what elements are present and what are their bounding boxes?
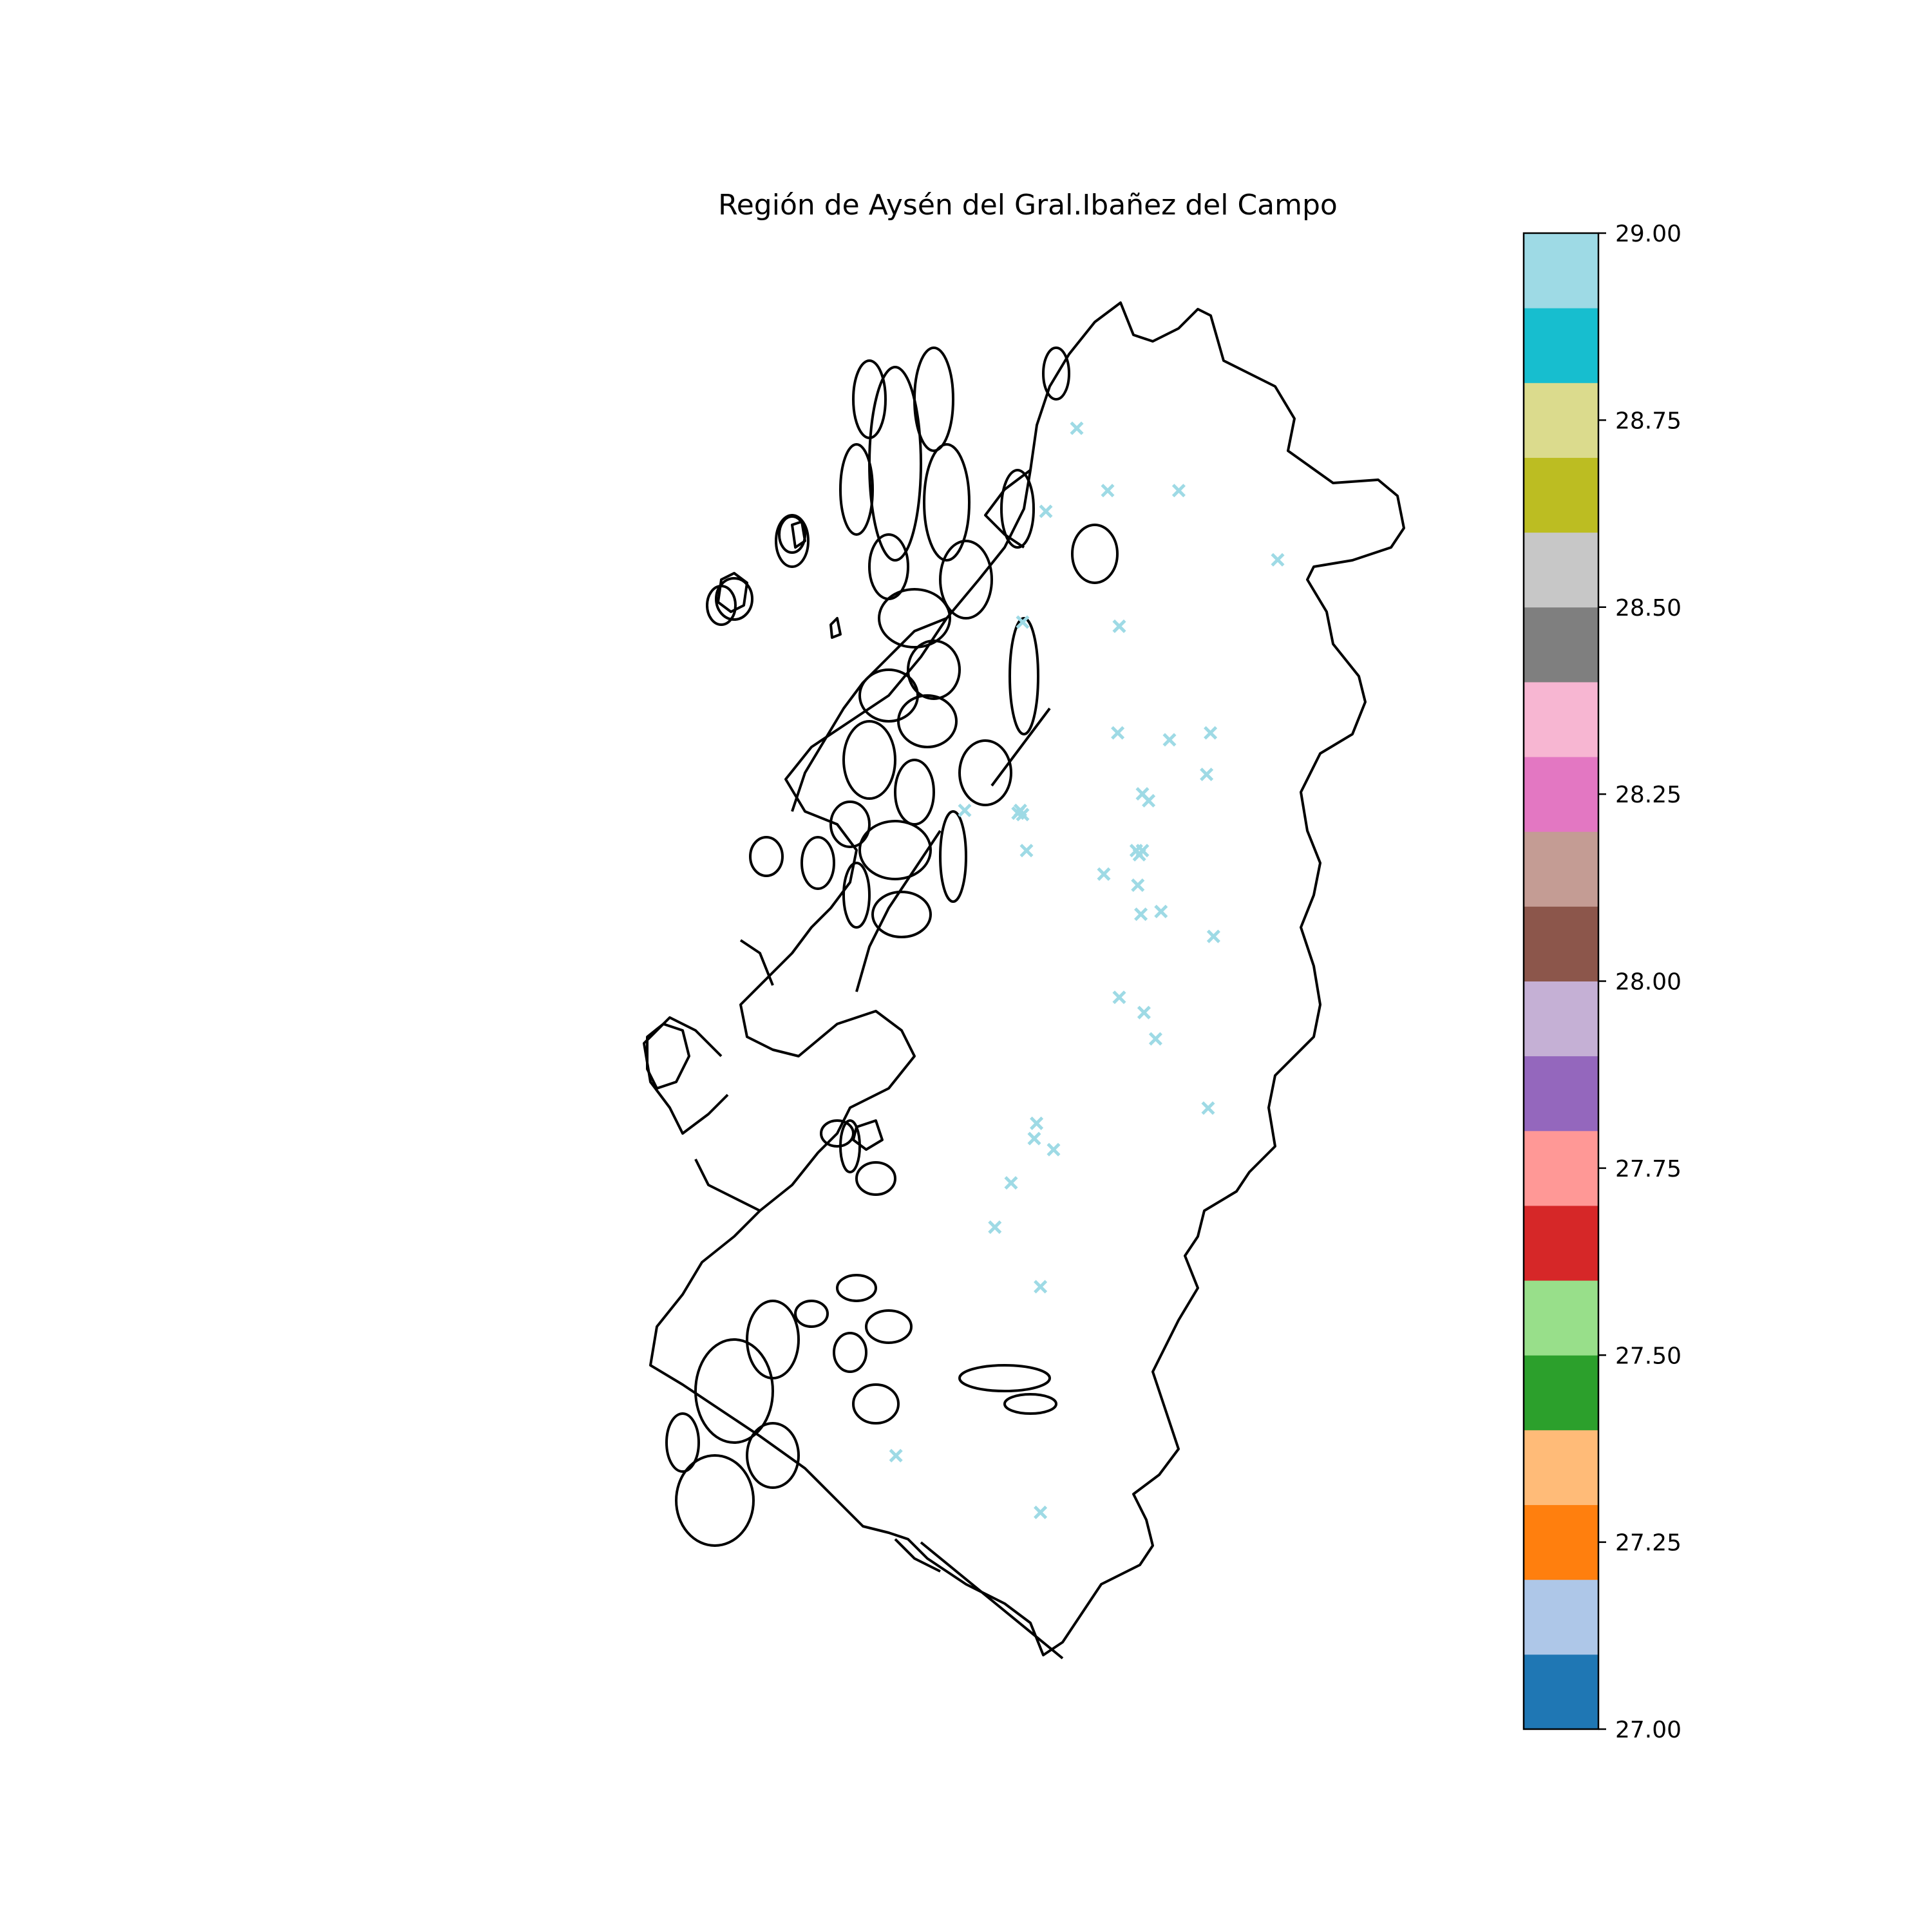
station-marker xyxy=(1148,1032,1162,1046)
colorbar-tick-label: 28.25 xyxy=(1615,782,1681,808)
colorbar: 27.00 27.25 27.50 27.75 28.00 28.25 28.50 28.75… xyxy=(1522,221,1681,1743)
station-marker xyxy=(1016,615,1030,629)
colorbar-segment xyxy=(1524,1504,1598,1580)
colorbar-segment xyxy=(1524,1205,1598,1281)
station-marker xyxy=(1111,726,1125,740)
station-marker xyxy=(988,1220,1002,1235)
archipelago-islands-south xyxy=(665,1119,1057,1547)
station-marker xyxy=(1137,1005,1151,1019)
colorbar-tick-label: 27.25 xyxy=(1615,1530,1681,1557)
station-marker xyxy=(1070,421,1084,435)
station-marker xyxy=(1034,1505,1048,1519)
colorbar-segment xyxy=(1524,831,1598,907)
colorbar-segment xyxy=(1524,1056,1598,1132)
outlying-islands xyxy=(646,520,884,1151)
station-marker xyxy=(1004,1176,1018,1190)
station-marker xyxy=(1030,1116,1044,1130)
region-map xyxy=(643,301,1405,1660)
station-marker xyxy=(1201,1101,1215,1115)
colorbar-segment xyxy=(1524,1280,1598,1356)
station-marker xyxy=(1162,733,1177,747)
station-markers xyxy=(889,421,1285,1519)
colorbar-segment xyxy=(1524,1130,1598,1206)
colorbar-segment xyxy=(1524,457,1598,533)
colorbar-segment xyxy=(1524,383,1598,458)
colorbar-segment xyxy=(1524,681,1598,757)
station-marker xyxy=(1097,867,1111,881)
map-title: Región de Aysén del Gral.Ibañez del Camp… xyxy=(718,189,1338,222)
station-marker xyxy=(1200,767,1214,782)
colorbar-segment xyxy=(1524,607,1598,683)
station-marker xyxy=(1039,504,1053,518)
station-marker xyxy=(1206,929,1220,943)
region-coast-detail xyxy=(643,469,1051,1573)
region-southern-boundary xyxy=(920,1541,1064,1660)
colorbar-tick-label: 28.00 xyxy=(1615,969,1681,996)
station-marker xyxy=(1112,990,1126,1005)
colorbar-tick-label: 29.00 xyxy=(1615,221,1681,247)
colorbar-segment xyxy=(1524,233,1598,308)
station-marker xyxy=(1271,553,1285,567)
colorbar-tick-label: 28.50 xyxy=(1615,595,1681,621)
region-mainland-outline xyxy=(649,301,1405,1656)
colorbar-segment xyxy=(1524,308,1598,383)
station-marker xyxy=(1034,1280,1048,1294)
station-marker xyxy=(889,1448,903,1463)
station-marker xyxy=(1154,904,1168,918)
station-marker xyxy=(1112,619,1126,633)
colorbar-segment xyxy=(1524,906,1598,981)
colorbar-segment xyxy=(1524,1579,1598,1655)
station-marker xyxy=(1019,844,1034,858)
colorbar-tick-label: 27.00 xyxy=(1615,1717,1681,1743)
station-marker xyxy=(1131,878,1145,893)
station-marker xyxy=(1027,1132,1041,1146)
station-marker xyxy=(1204,726,1218,740)
colorbar-segment xyxy=(1524,757,1598,832)
colorbar-segment xyxy=(1524,532,1598,608)
station-marker xyxy=(1101,484,1115,498)
station-marker xyxy=(1046,1142,1061,1157)
colorbar-tick-label: 27.50 xyxy=(1615,1343,1681,1369)
archipelago-islands-central xyxy=(706,515,1012,938)
station-marker xyxy=(1011,806,1025,820)
colorbar-segment xyxy=(1524,981,1598,1057)
station-marker xyxy=(1171,484,1186,498)
station-marker xyxy=(958,803,972,817)
colorbar-tick-label: 28.75 xyxy=(1615,408,1681,434)
colorbar-segment xyxy=(1524,1430,1598,1506)
station-marker xyxy=(1134,907,1148,922)
colorbar-segment xyxy=(1524,1654,1598,1730)
colorbar-segment xyxy=(1524,1355,1598,1430)
station-marker xyxy=(1142,793,1156,808)
archipelago-islands-north xyxy=(715,346,1119,735)
colorbar-tick-label: 27.75 xyxy=(1615,1156,1681,1182)
station-marker xyxy=(1132,848,1146,862)
